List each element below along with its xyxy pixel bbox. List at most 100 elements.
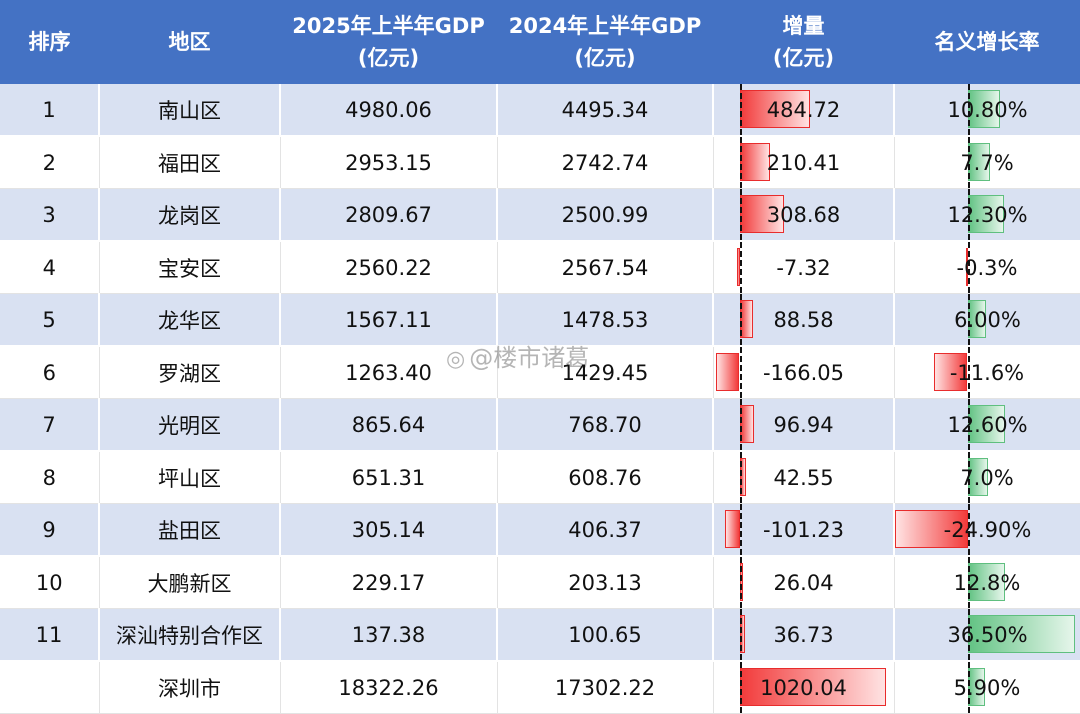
increase-cell: -7.32 xyxy=(713,241,895,294)
header-gdp-2025-line1: 2025年上半年GDP xyxy=(292,14,485,38)
table-body: 1 南山区 4980.06 4495.34 484.72 10.80% 2 福田区 2953.1… xyxy=(0,84,1080,714)
growth-cell: 10.80% xyxy=(894,84,1080,137)
gdp-2025-value: 4980.06 xyxy=(345,97,432,122)
increase-value: 96.94 xyxy=(773,412,834,437)
rank-value: 5 xyxy=(42,307,56,332)
gdp-2024-value: 2500.99 xyxy=(561,202,649,227)
gdp-2024-value: 203.13 xyxy=(568,570,642,595)
rank-value: 9 xyxy=(42,517,56,542)
region-cell: 罗湖区 xyxy=(99,346,281,399)
gdp-2024-cell: 608.76 xyxy=(497,451,714,504)
gdp-2024-value: 406.37 xyxy=(568,517,642,542)
header-rank: 排序 xyxy=(0,0,99,84)
rank-cell: 8 xyxy=(0,451,100,504)
region-name: 宝安区 xyxy=(158,256,221,281)
gdp-2025-value: 651.31 xyxy=(351,465,426,490)
region-name: 光明区 xyxy=(158,413,221,438)
growth-value: 6.00% xyxy=(954,307,1021,332)
gdp-2024-cell: 2742.74 xyxy=(497,136,714,189)
region-cell: 宝安区 xyxy=(99,241,281,294)
gdp-2025-value: 2953.15 xyxy=(345,150,432,175)
gdp-2025-value: 137.38 xyxy=(351,622,426,647)
region-name: 坪山区 xyxy=(158,466,221,491)
rank-cell: 1 xyxy=(0,84,100,137)
increase-zero-axis xyxy=(740,84,742,135)
growth-zero-axis xyxy=(968,609,970,660)
growth-value: -0.3% xyxy=(956,255,1018,280)
region-cell: 光明区 xyxy=(99,398,281,452)
growth-value: 7.0% xyxy=(960,465,1014,490)
gdp-2024-value: 17302.22 xyxy=(554,675,656,700)
increase-zero-axis xyxy=(740,504,742,555)
rank-cell: 5 xyxy=(0,293,100,347)
gdp-2024-cell: 203.13 xyxy=(497,556,714,609)
region-name: 龙岗区 xyxy=(158,203,221,228)
growth-data-bar xyxy=(968,615,1075,653)
increase-zero-axis xyxy=(739,347,742,398)
growth-cell: 7.0% xyxy=(894,451,1080,504)
increase-data-bar xyxy=(736,248,740,286)
gdp-2025-cell: 4980.06 xyxy=(280,84,498,137)
increase-zero-axis xyxy=(739,662,742,713)
gdp-2024-cell: 100.65 xyxy=(497,608,714,662)
header-region: 地区 xyxy=(99,0,280,84)
region-name: 罗湖区 xyxy=(158,361,221,386)
gdp-2025-cell: 229.17 xyxy=(280,556,498,609)
region-name: 南山区 xyxy=(158,98,221,123)
rank-cell: 6 xyxy=(0,346,100,399)
increase-value: 1020.04 xyxy=(760,675,847,700)
rank-value: 10 xyxy=(35,570,63,595)
increase-zero-axis xyxy=(739,137,742,188)
table-row: 3 龙岗区 2809.67 2500.99 308.68 12.30% xyxy=(0,188,1080,242)
gdp-2024-cell: 2500.99 xyxy=(497,188,714,242)
increase-zero-axis xyxy=(740,609,742,660)
table-row: 5 龙华区 1567.11 1478.53 88.58 6.00% xyxy=(0,293,1080,347)
rank-value: 4 xyxy=(42,255,56,280)
increase-data-bar xyxy=(739,143,770,181)
region-cell: 龙岗区 xyxy=(99,188,281,242)
rank-value: 1 xyxy=(42,97,56,122)
rank-cell: 10 xyxy=(0,556,100,609)
region-name: 大鹏新区 xyxy=(147,571,232,596)
gdp-2025-cell: 2953.15 xyxy=(280,136,498,189)
growth-zero-axis xyxy=(968,399,970,450)
growth-zero-axis xyxy=(968,504,970,555)
increase-value: 484.72 xyxy=(766,97,841,122)
increase-data-bar xyxy=(740,405,754,443)
growth-value: 12.8% xyxy=(953,570,1021,595)
increase-cell: 96.94 xyxy=(713,398,895,452)
increase-zero-axis xyxy=(739,452,742,503)
growth-data-bar xyxy=(895,510,968,548)
table-row: 6 罗湖区 1263.40 1429.45 -166.05 -11.6% xyxy=(0,346,1080,399)
growth-value: -11.6% xyxy=(949,360,1025,385)
gdp-2024-cell: 1478.53 xyxy=(497,293,714,347)
increase-cell: 88.58 xyxy=(713,293,895,347)
increase-cell: 26.04 xyxy=(713,556,895,609)
gdp-2024-value: 2567.54 xyxy=(561,255,649,280)
increase-cell: -101.23 xyxy=(713,503,895,557)
rank-cell: 11 xyxy=(0,608,100,662)
rank-cell: 2 xyxy=(0,136,100,189)
gdp-2024-cell: 17302.22 xyxy=(497,661,714,714)
rank-cell xyxy=(0,661,100,714)
growth-data-bar xyxy=(965,248,968,286)
header-growth: 名义增长率 xyxy=(894,0,1080,84)
header-gdp-2025: 2025年上半年GDP (亿元) xyxy=(280,0,497,84)
region-cell: 深圳市 xyxy=(99,661,281,714)
growth-data-bar xyxy=(933,353,968,391)
increase-data-bar xyxy=(740,90,810,128)
growth-zero-axis xyxy=(968,189,970,240)
table-row: 10 大鹏新区 229.17 203.13 26.04 12.8% xyxy=(0,556,1080,609)
increase-value: 36.73 xyxy=(773,622,834,647)
rank-value: 7 xyxy=(42,412,56,437)
region-name: 深汕特别合作区 xyxy=(116,623,263,648)
gdp-2024-value: 1478.53 xyxy=(561,307,649,332)
header-gdp-2024-line1: 2024年上半年GDP xyxy=(508,14,702,38)
region-cell: 大鹏新区 xyxy=(99,556,281,609)
growth-zero-axis xyxy=(967,347,970,398)
gdp-2025-cell: 651.31 xyxy=(280,451,498,504)
table-row: 2 福田区 2953.15 2742.74 210.41 7.7% xyxy=(0,136,1080,189)
header-gdp-2024: 2024年上半年GDP (亿元) xyxy=(497,0,713,84)
growth-value: -24.90% xyxy=(943,517,1032,542)
